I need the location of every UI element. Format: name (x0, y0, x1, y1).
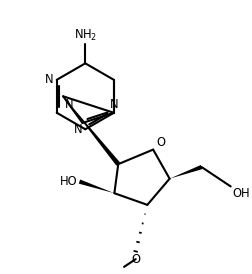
Text: N: N (45, 73, 54, 86)
Text: N: N (110, 98, 118, 111)
Text: N: N (74, 123, 82, 136)
Text: HO: HO (60, 175, 78, 188)
Polygon shape (63, 96, 120, 166)
Text: N: N (65, 98, 74, 111)
Polygon shape (170, 165, 202, 179)
Text: O: O (131, 253, 140, 266)
Text: NH$_2$: NH$_2$ (74, 28, 97, 43)
Polygon shape (79, 179, 114, 193)
Text: OH: OH (233, 187, 250, 200)
Text: O: O (156, 136, 165, 149)
